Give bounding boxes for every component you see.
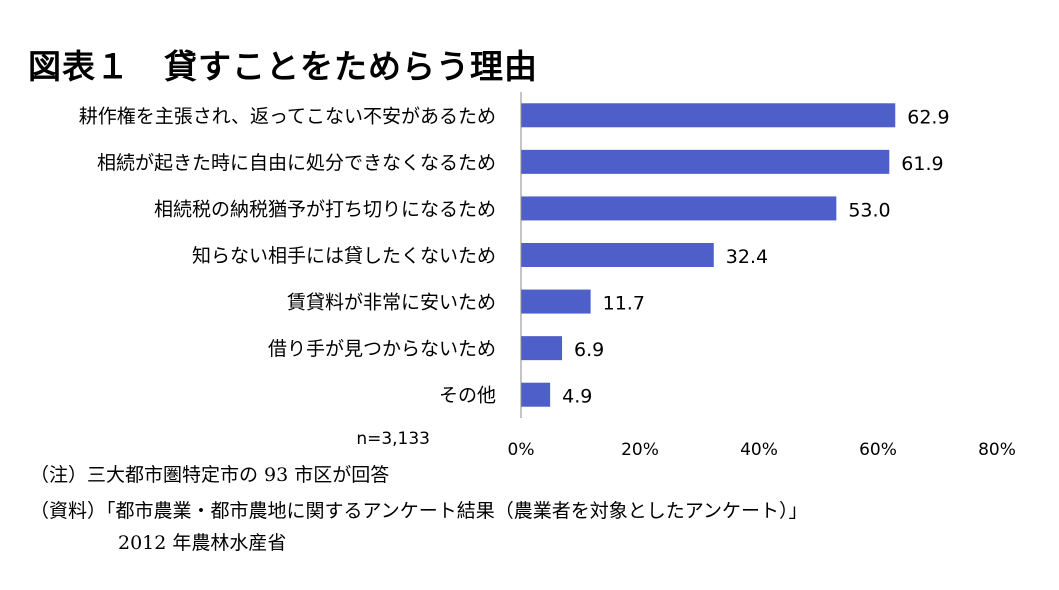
category-label: 借り手が見つからないため <box>268 338 496 360</box>
chart-title: 図表１ 貸すことをためらう理由 <box>28 47 538 86</box>
x-tick-label: 40% <box>740 440 778 460</box>
bar <box>521 196 837 221</box>
data-label: 6.9 <box>574 339 604 361</box>
data-label: 61.9 <box>901 153 943 175</box>
category-label: その他 <box>439 385 496 407</box>
category-label: 相続税の納税猶予が打ち切りになるため <box>154 198 496 220</box>
x-tick-label: 60% <box>859 440 897 460</box>
source-text: （資料）「都市農業・都市農地に関するアンケート結果（農業者を対象としたアンケート… <box>30 500 808 522</box>
category-label: 知らない相手には貸したくないため <box>192 245 496 267</box>
x-axis-ticks: 0% 20% 40% 60% 80% <box>508 440 1016 460</box>
note-text: （注）三大都市圏特定市の 93 市区が回答 <box>30 464 390 486</box>
bar <box>521 336 563 361</box>
data-label: 32.4 <box>726 246 768 268</box>
source-year: 2012 年農林水産省 <box>118 532 287 554</box>
data-label: 11.7 <box>603 293 645 315</box>
bar <box>521 149 890 174</box>
bars <box>521 103 896 407</box>
bar <box>521 289 591 314</box>
data-label: 53.0 <box>848 199 890 221</box>
data-label: 4.9 <box>562 386 592 408</box>
sample-size-label: n=3,133 <box>356 429 430 449</box>
x-tick-label: 80% <box>978 440 1016 460</box>
x-tick-label: 20% <box>621 440 659 460</box>
category-label: 耕作権を主張され、返ってこない不安があるため <box>79 105 496 127</box>
bar <box>521 243 714 267</box>
x-tick-label: 0% <box>508 440 535 460</box>
category-labels: 耕作権を主張され、返ってこない不安があるため相続が起きた時に自由に処分できなくな… <box>79 105 496 406</box>
data-labels: 62.9 61.9 53.0 32.4 11.7 6.9 4.9 <box>562 106 949 407</box>
data-label: 62.9 <box>907 106 949 128</box>
category-label: 相続が起きた時に自由に処分できなくなるため <box>97 152 496 174</box>
bar <box>521 382 551 407</box>
category-label: 賃貸料が非常に安いため <box>287 292 496 314</box>
bar <box>521 103 896 128</box>
